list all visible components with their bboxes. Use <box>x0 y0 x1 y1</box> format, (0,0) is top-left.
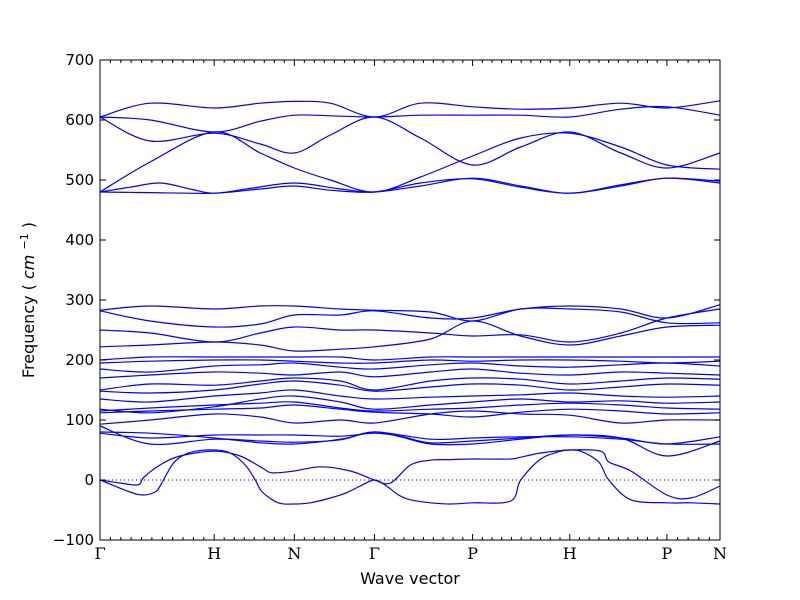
y-tick-label: 600 <box>65 111 94 129</box>
y-axis-label-unit-exp: −1 <box>18 233 31 249</box>
y-axis-label-unit-open: ( <box>19 284 38 290</box>
y-axis-label-unit-close: ) <box>19 222 38 228</box>
y-axis-label: Frequency ( cm −1 ) <box>18 222 39 378</box>
x-tick-label: H <box>563 544 577 563</box>
y-tick-label: 300 <box>65 291 94 309</box>
band-line-12 <box>99 377 721 391</box>
band-line-20 <box>99 305 721 325</box>
x-tick-label: Γ <box>94 544 105 563</box>
y-axis-label-text: Frequency <box>19 295 38 378</box>
band-line-14 <box>99 362 721 373</box>
x-tick-label: H <box>207 544 221 563</box>
y-axis-ticks: −100 0 100 200 300 400 500 600 700 <box>53 51 720 549</box>
x-tick-label: P <box>467 544 478 563</box>
band-line-7 <box>99 404 721 418</box>
y-tick-label: 200 <box>65 351 94 369</box>
y-tick-label: −100 <box>53 531 94 549</box>
x-tick-label: N <box>713 544 727 563</box>
band-line-16 <box>99 356 720 361</box>
band-lines <box>99 100 721 505</box>
plot-area <box>99 100 721 505</box>
plot-frame <box>99 59 721 541</box>
x-tick-label: P <box>662 544 673 563</box>
y-tick-label: 100 <box>65 411 94 429</box>
band-line-2 <box>99 449 721 500</box>
band-line-23 <box>99 131 721 193</box>
band-line-11 <box>99 380 721 394</box>
y-tick-label: 500 <box>65 171 94 189</box>
band-line-21 <box>99 177 721 194</box>
band-line-1 <box>99 449 721 505</box>
band-line-6 <box>99 410 721 425</box>
band-line-18 <box>99 308 721 343</box>
band-line-24 <box>99 116 721 169</box>
band-line-26 <box>99 100 721 118</box>
y-tick-label: 400 <box>65 231 94 249</box>
band-line-25 <box>99 105 721 133</box>
x-tick-label: Γ <box>369 544 380 563</box>
band-line-22 <box>99 177 721 194</box>
band-line-9 <box>99 395 721 414</box>
band-line-15 <box>99 359 721 364</box>
y-axis-label-unit-base: cm <box>19 255 38 279</box>
x-tick-label: N <box>287 544 301 563</box>
y-tick-label: 700 <box>65 51 94 69</box>
band-line-10 <box>99 389 721 403</box>
band-line-19 <box>99 304 721 328</box>
band-line-8 <box>99 401 721 412</box>
band-line-5 <box>99 425 721 446</box>
x-axis-label: Wave vector <box>360 569 460 588</box>
y-tick-label: 0 <box>84 471 94 489</box>
band-line-13 <box>99 368 721 379</box>
